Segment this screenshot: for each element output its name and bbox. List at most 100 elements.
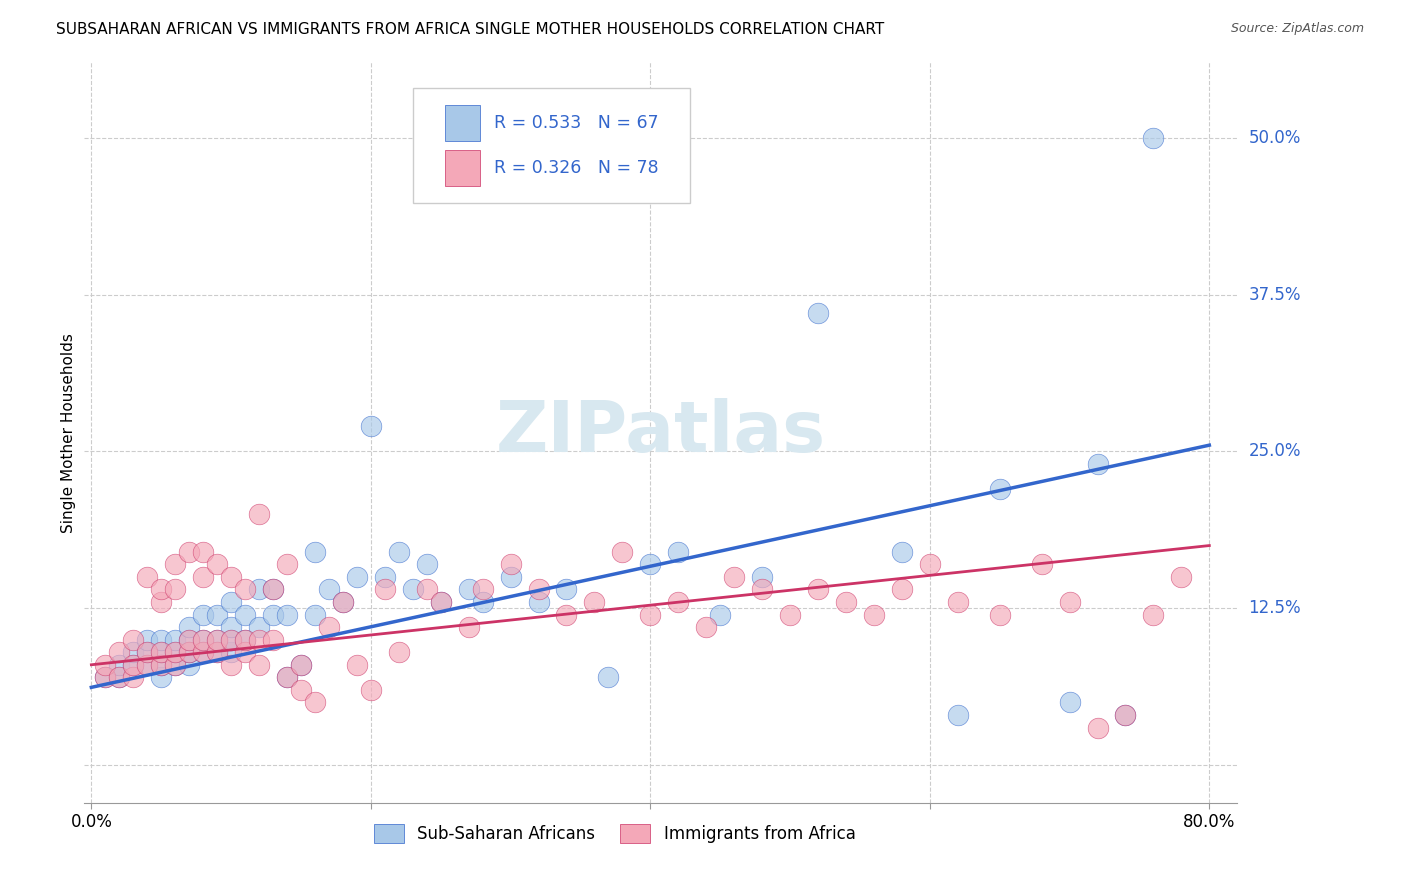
Point	[1114, 708, 1136, 723]
Point	[1114, 708, 1136, 723]
Point	[219, 570, 242, 584]
Point	[890, 582, 912, 597]
Point	[191, 632, 214, 647]
Point	[318, 620, 340, 634]
Point	[191, 607, 214, 622]
Point	[219, 595, 242, 609]
Point	[205, 645, 228, 659]
Point	[346, 657, 368, 672]
Point	[807, 306, 830, 320]
Point	[666, 545, 689, 559]
Point	[304, 545, 326, 559]
Point	[527, 582, 550, 597]
Point	[165, 657, 187, 672]
Text: R = 0.326   N = 78: R = 0.326 N = 78	[494, 159, 658, 177]
Point	[108, 645, 131, 659]
Point	[290, 657, 312, 672]
Y-axis label: Single Mother Households: Single Mother Households	[60, 333, 76, 533]
Point	[122, 632, 145, 647]
Point	[527, 595, 550, 609]
Point	[94, 657, 117, 672]
Point	[1087, 457, 1109, 471]
Point	[191, 545, 214, 559]
Point	[179, 645, 201, 659]
Point	[709, 607, 731, 622]
Point	[150, 632, 173, 647]
Point	[150, 657, 173, 672]
Bar	[446, 150, 479, 186]
Point	[346, 570, 368, 584]
Point	[94, 670, 117, 684]
Point	[247, 632, 270, 647]
Point	[262, 632, 284, 647]
Text: R = 0.533   N = 67: R = 0.533 N = 67	[494, 114, 658, 132]
Point	[988, 482, 1011, 496]
Text: 50.0%: 50.0%	[1249, 128, 1301, 146]
Point	[388, 545, 411, 559]
Point	[191, 645, 214, 659]
Point	[290, 682, 312, 697]
Point	[136, 632, 159, 647]
Point	[612, 545, 634, 559]
Point	[946, 708, 969, 723]
Point	[179, 620, 201, 634]
Point	[150, 595, 173, 609]
Point	[205, 558, 228, 572]
Point	[555, 607, 578, 622]
Point	[247, 582, 270, 597]
Point	[304, 695, 326, 709]
FancyBboxPatch shape	[413, 88, 690, 203]
Point	[666, 595, 689, 609]
Point	[165, 657, 187, 672]
Point	[191, 570, 214, 584]
Point	[108, 670, 131, 684]
Point	[122, 670, 145, 684]
Text: 12.5%: 12.5%	[1249, 599, 1301, 617]
Point	[374, 570, 396, 584]
Point	[136, 645, 159, 659]
Point	[233, 632, 256, 647]
Point	[191, 645, 214, 659]
Point	[304, 607, 326, 622]
Text: ZIPatlas: ZIPatlas	[496, 398, 825, 467]
Point	[332, 595, 354, 609]
Point	[1142, 130, 1164, 145]
Point	[416, 558, 439, 572]
Point	[219, 620, 242, 634]
Point	[1087, 721, 1109, 735]
Point	[108, 657, 131, 672]
Point	[1031, 558, 1053, 572]
Point	[276, 670, 298, 684]
Point	[94, 670, 117, 684]
Point	[1170, 570, 1192, 584]
Point	[179, 632, 201, 647]
Point	[360, 682, 382, 697]
Bar	[446, 105, 479, 141]
Point	[374, 582, 396, 597]
Point	[122, 657, 145, 672]
Point	[233, 645, 256, 659]
Point	[108, 670, 131, 684]
Point	[640, 607, 662, 622]
Point	[219, 632, 242, 647]
Point	[429, 595, 451, 609]
Point	[165, 645, 187, 659]
Point	[205, 645, 228, 659]
Point	[471, 595, 494, 609]
Point	[150, 582, 173, 597]
Point	[318, 582, 340, 597]
Point	[457, 582, 479, 597]
Point	[499, 558, 522, 572]
Point	[276, 670, 298, 684]
Point	[150, 657, 173, 672]
Point	[499, 570, 522, 584]
Point	[150, 645, 173, 659]
Point	[179, 657, 201, 672]
Point	[751, 582, 773, 597]
Point	[165, 582, 187, 597]
Point	[179, 545, 201, 559]
Point	[751, 570, 773, 584]
Point	[835, 595, 858, 609]
Point	[165, 632, 187, 647]
Point	[276, 607, 298, 622]
